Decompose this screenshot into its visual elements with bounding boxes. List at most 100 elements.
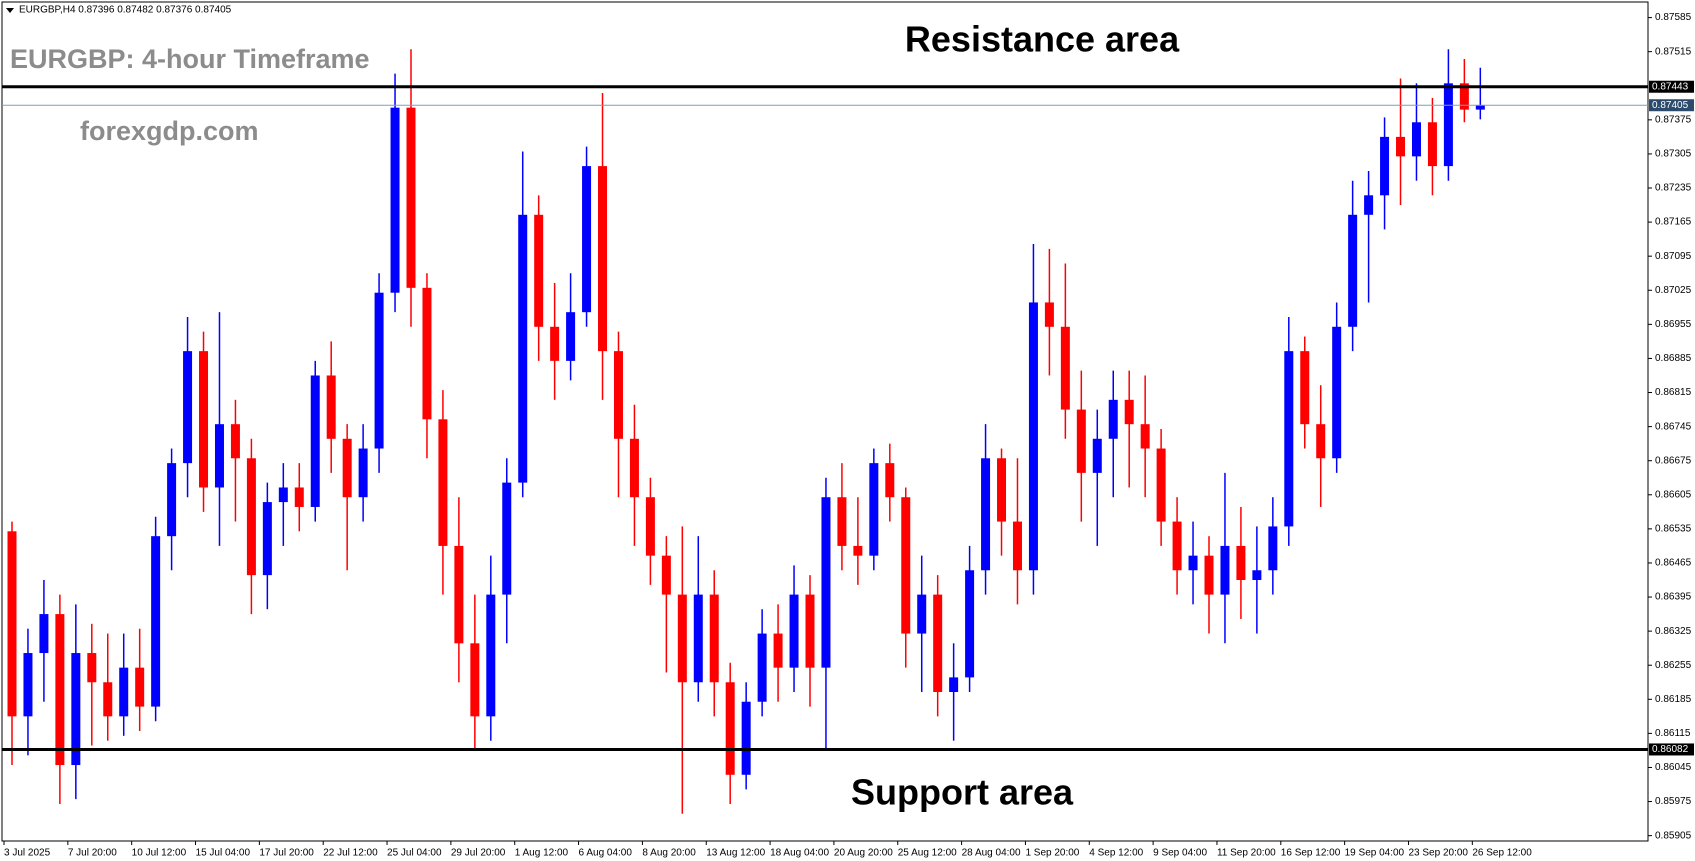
- x-tick-label: 8 Aug 20:00: [642, 848, 696, 859]
- candle-body: [981, 458, 991, 571]
- menu-icon: [6, 8, 14, 13]
- candle-body: [342, 438, 352, 498]
- candle-body: [1236, 545, 1246, 580]
- candle-body: [837, 497, 847, 546]
- candle-body: [917, 594, 927, 634]
- candle-body: [901, 497, 911, 634]
- x-tick-label: 6 Aug 04:00: [579, 848, 633, 859]
- candle-body: [310, 375, 320, 507]
- y-tick-label: 0.86325: [1655, 626, 1692, 637]
- candle-body: [438, 419, 448, 546]
- price-label: 0.87405: [1652, 100, 1689, 111]
- candle-body: [119, 667, 129, 717]
- y-tick-label: 0.86745: [1655, 421, 1692, 432]
- candle-body: [1459, 83, 1469, 110]
- y-tick-label: 0.87165: [1655, 217, 1692, 228]
- candle-body: [326, 375, 336, 439]
- candle-body: [278, 487, 288, 503]
- level-label-box: [1649, 80, 1694, 93]
- candle-body: [773, 633, 783, 668]
- y-tick-label: 0.86395: [1655, 592, 1692, 603]
- candle-body: [374, 292, 384, 449]
- candle-body: [725, 682, 735, 775]
- candle-body: [1124, 399, 1134, 425]
- x-tick-label: 3 Jul 2025: [4, 848, 51, 859]
- x-tick-label: 11 Sep 20:00: [1217, 848, 1276, 859]
- annotation: Resistance area: [905, 19, 1180, 60]
- candle-body: [1172, 521, 1182, 571]
- candle-body: [454, 545, 464, 644]
- x-tick-label: 9 Sep 04:00: [1153, 848, 1207, 859]
- candle-body: [885, 463, 895, 498]
- candle-body: [1108, 399, 1118, 439]
- candle-body: [23, 653, 33, 717]
- candle-body: [757, 633, 767, 702]
- y-tick-label: 0.86885: [1655, 353, 1692, 364]
- candle-body: [693, 594, 703, 683]
- candle-body: [661, 555, 671, 595]
- x-tick-label: 25 Jul 04:00: [387, 848, 442, 859]
- price-label-box: [1649, 99, 1694, 112]
- candle-body: [853, 545, 863, 556]
- x-tick-label: 13 Aug 12:00: [706, 848, 765, 859]
- candle-body: [1364, 195, 1374, 215]
- candle-body: [598, 166, 608, 352]
- candle-body: [1204, 555, 1214, 595]
- candle-body: [1220, 545, 1230, 595]
- candle-body: [502, 482, 512, 595]
- candle-body: [71, 653, 81, 766]
- y-tick-label: 0.87515: [1655, 46, 1692, 57]
- level-label-box: [1649, 743, 1694, 756]
- candle-body: [709, 594, 719, 683]
- candle-body: [1076, 409, 1086, 473]
- y-tick-label: 0.87585: [1655, 12, 1692, 23]
- y-tick-label: 0.85905: [1655, 830, 1692, 841]
- candle-body: [406, 107, 416, 288]
- candle-body: [390, 107, 400, 293]
- candle-body: [183, 351, 193, 464]
- candle-body: [470, 643, 480, 717]
- candle-body: [1284, 351, 1294, 527]
- y-tick-label: 0.87305: [1655, 149, 1692, 160]
- y-tick-label: 0.86465: [1655, 558, 1692, 569]
- candle-body: [1475, 105, 1485, 110]
- y-tick-label: 0.86045: [1655, 762, 1692, 773]
- y-tick-label: 0.87025: [1655, 285, 1692, 296]
- level-label: 0.86082: [1652, 744, 1689, 755]
- x-tick-label: 29 Jul 20:00: [451, 848, 506, 859]
- candle-body: [167, 463, 177, 537]
- y-tick-label: 0.85975: [1655, 796, 1692, 807]
- candle-body: [677, 594, 687, 683]
- candle-body: [789, 594, 799, 668]
- x-tick-label: 1 Sep 20:00: [1025, 848, 1079, 859]
- x-tick-label: 23 Sep 20:00: [1408, 848, 1468, 859]
- x-tick-label: 19 Sep 04:00: [1345, 848, 1405, 859]
- y-tick-label: 0.86115: [1655, 728, 1691, 739]
- x-tick-label: 25 Aug 12:00: [898, 848, 957, 859]
- x-tick-label: 4 Sep 12:00: [1089, 848, 1143, 859]
- candle-body: [582, 166, 592, 313]
- candle-body: [534, 214, 544, 327]
- y-tick-label: 0.86815: [1655, 387, 1692, 398]
- y-tick-label: 0.87375: [1655, 114, 1692, 125]
- candle-body: [645, 497, 655, 556]
- watermark: forexgdp.com: [80, 116, 259, 146]
- candle-body: [949, 677, 959, 692]
- x-tick-label: 15 Jul 04:00: [196, 848, 251, 859]
- level-label: 0.87443: [1652, 81, 1689, 92]
- chart-title: EURGBP: 4-hour Timeframe: [10, 44, 370, 74]
- x-tick-label: 26 Sep 12:00: [1472, 848, 1532, 859]
- x-tick-label: 28 Aug 04:00: [962, 848, 1021, 859]
- candle-body: [933, 594, 943, 692]
- y-tick-label: 0.87095: [1655, 251, 1692, 262]
- candle-body: [1316, 424, 1326, 459]
- candle-body: [1044, 302, 1054, 327]
- plot-frame: [1, 1, 1649, 842]
- candle-body: [1140, 424, 1150, 449]
- candle-body: [1268, 526, 1278, 571]
- candle-body: [629, 438, 639, 498]
- candle-body: [1252, 570, 1262, 580]
- candle-body: [358, 448, 368, 498]
- candle-body: [39, 614, 49, 654]
